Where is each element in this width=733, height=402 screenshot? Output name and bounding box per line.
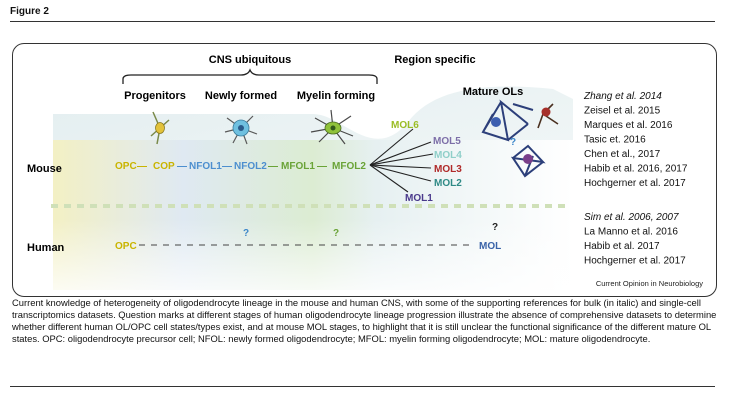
- cns-brace: [122, 68, 378, 84]
- reference-item: Habib et al. 2017: [584, 241, 660, 252]
- mouse-sep-1: —: [137, 161, 147, 172]
- reference-item: Habib et al. 2016, 2017: [584, 164, 688, 175]
- mouse-opc-label: OPC: [115, 161, 137, 172]
- stage-myelin-forming: Myelin forming: [297, 90, 375, 102]
- caption-text: Current knowledge of heterogeneity of ol…: [12, 297, 717, 344]
- figure-title: Figure 2: [10, 6, 49, 17]
- stage-newly-formed: Newly formed: [205, 90, 277, 102]
- human-question-mature: ?: [492, 222, 498, 233]
- header-cns-ubiquitous: CNS ubiquitous: [209, 54, 292, 66]
- mol-state-label: MOL1: [405, 193, 433, 204]
- mouse-mfol1-label: MFOL1: [281, 161, 315, 172]
- mol-branch-lines: [369, 128, 434, 193]
- human-question-myelin-forming: ?: [333, 228, 339, 239]
- mature-ol-network-icon: [481, 99, 559, 178]
- header-region-specific: Region specific: [394, 54, 475, 66]
- human-question-newly-formed: ?: [243, 228, 249, 239]
- reference-item: Chen et al., 2017: [584, 149, 661, 160]
- bottom-rule: [10, 386, 715, 387]
- stage-mature-ols: Mature OLs: [463, 86, 524, 98]
- reference-item: Sim et al. 2006, 2007: [584, 212, 679, 223]
- figure-caption: Current knowledge of heterogeneity of ol…: [12, 297, 718, 345]
- mouse-lineage-chain: OPC — COP — NFOL1 — NFOL2 — MFOL1 — MFOL…: [115, 161, 366, 172]
- mol-state-label: MOL3: [434, 164, 462, 175]
- figure-panel: CNS ubiquitous Region specific Progenito…: [12, 43, 717, 297]
- mol-state-label: MOL4: [434, 150, 462, 161]
- mouse-sep-4: —: [268, 161, 278, 172]
- reference-item: Hochgerner et al. 2017: [584, 256, 686, 267]
- mouse-mfol2-label: MFOL2: [332, 161, 366, 172]
- myelin-forming-cell-icon: [310, 109, 354, 145]
- lineage-diagram: CNS ubiquitous Region specific Progenito…: [27, 54, 703, 296]
- human-opc-label: OPC: [115, 241, 137, 252]
- reference-item: Tasic et. 2016: [584, 135, 646, 146]
- mouse-sep-5: —: [317, 161, 327, 172]
- mol-state-label: MOL6: [391, 120, 419, 131]
- credit-line: Current Opinion in Neurobiology: [596, 279, 703, 288]
- reference-item: Zeisel et al. 2015: [584, 106, 661, 117]
- mouse-nfol1-label: NFOL1: [189, 161, 222, 172]
- reference-item: Marques et al. 2016: [584, 120, 673, 131]
- mouse-references: Zhang et al. 2014 Zeisel et al. 2015 Marqu…: [583, 91, 688, 189]
- human-mol-label: MOL: [479, 241, 501, 252]
- progenitor-cell-icon: [150, 111, 170, 145]
- mouse-nfol2-label: NFOL2: [234, 161, 267, 172]
- newly-formed-cell-icon: [224, 115, 258, 145]
- mouse-sep-3: —: [222, 161, 232, 172]
- mol-state-label: MOL5: [433, 136, 461, 147]
- mature-question-mark: ?: [510, 137, 516, 148]
- mol-state-labels: MOL6 MOL5 MOL4 MOL3 MOL2 MOL1: [391, 120, 462, 204]
- row-label-mouse: Mouse: [27, 163, 62, 175]
- mol-state-label: MOL2: [434, 178, 462, 189]
- reference-item: La Manno et al. 2016: [584, 227, 678, 238]
- reference-item: Zhang et al. 2014: [583, 91, 662, 102]
- row-label-human: Human: [27, 242, 65, 254]
- stage-progenitors: Progenitors: [124, 90, 186, 102]
- human-references: Sim et al. 2006, 2007 La Manno et al. 201…: [584, 212, 686, 267]
- mouse-cop-label: COP: [153, 161, 175, 172]
- mouse-sep-2: —: [177, 161, 187, 172]
- background-wash: [53, 86, 573, 296]
- reference-item: Hochgerner et al. 2017: [584, 178, 686, 189]
- top-rule: [10, 21, 715, 22]
